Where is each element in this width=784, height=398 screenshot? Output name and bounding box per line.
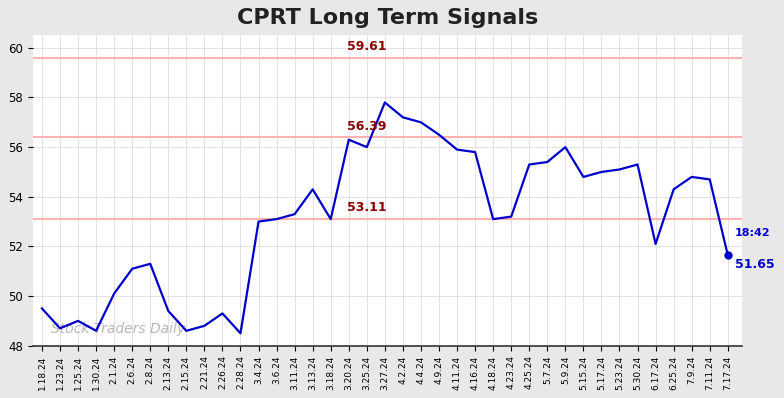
Text: 53.11: 53.11: [347, 201, 387, 215]
Title: CPRT Long Term Signals: CPRT Long Term Signals: [237, 8, 538, 28]
Text: Stock Traders Daily: Stock Traders Daily: [51, 322, 185, 336]
Text: 56.39: 56.39: [347, 120, 387, 133]
Text: 51.65: 51.65: [735, 258, 775, 271]
Text: 18:42: 18:42: [735, 228, 771, 238]
Text: 59.61: 59.61: [347, 40, 387, 53]
